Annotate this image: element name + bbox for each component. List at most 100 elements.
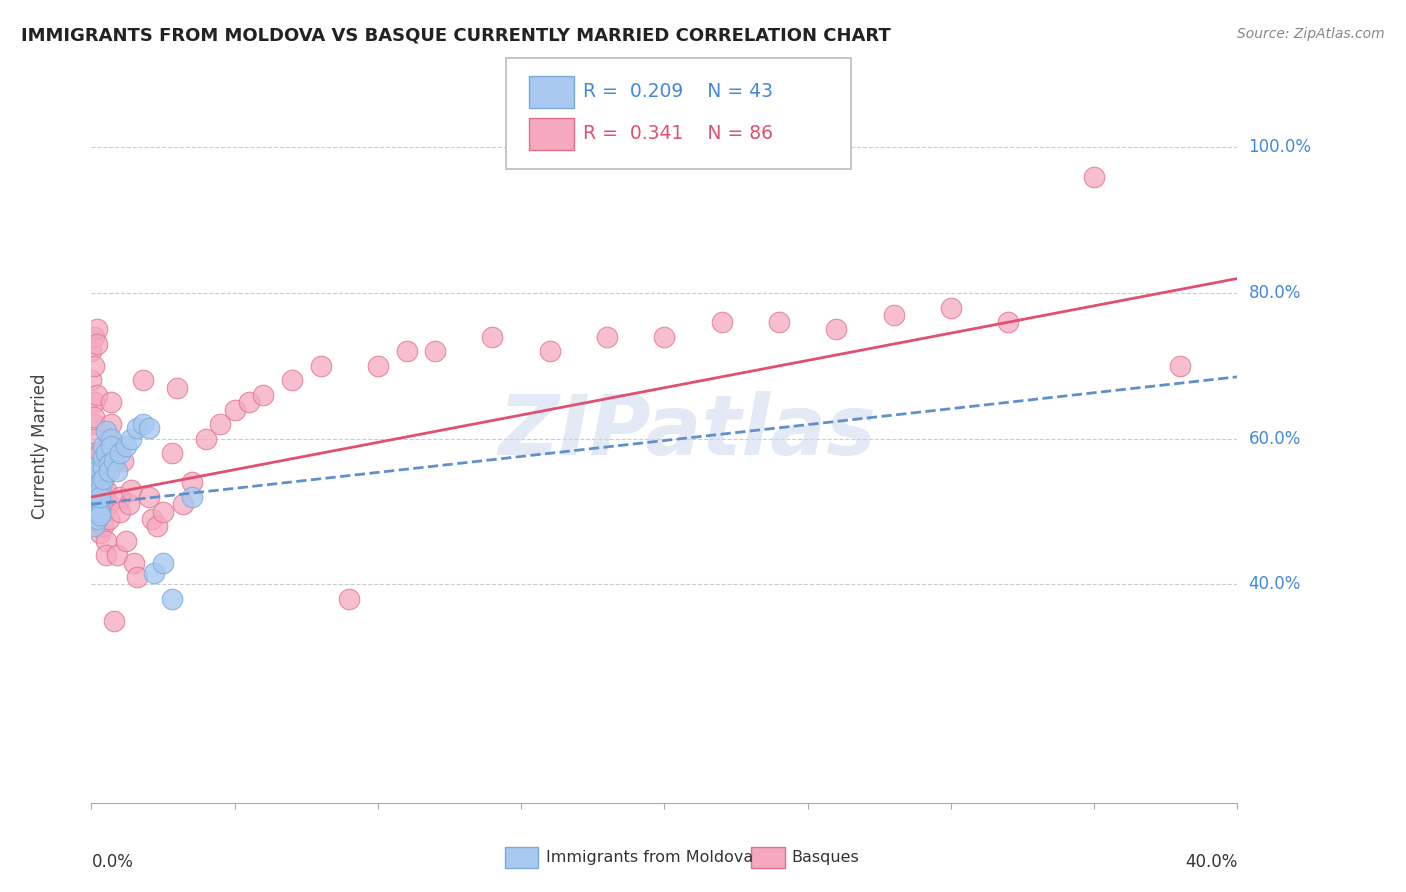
Point — [160, 446, 183, 460]
Point — [89, 490, 111, 504]
Point — [94, 548, 117, 562]
Point — [103, 446, 125, 460]
Point — [83, 490, 105, 504]
Point — [97, 497, 120, 511]
Point — [103, 614, 125, 628]
Point — [224, 402, 246, 417]
Point — [86, 465, 108, 479]
Point — [100, 439, 122, 453]
Point — [86, 512, 108, 526]
Point — [91, 475, 114, 490]
Point — [100, 395, 122, 409]
Point — [127, 421, 149, 435]
Point — [124, 556, 146, 570]
Point — [825, 322, 848, 336]
Point — [89, 508, 111, 523]
Point — [86, 475, 108, 490]
Point — [83, 468, 105, 483]
Point — [86, 483, 108, 497]
Point — [105, 548, 128, 562]
Point — [367, 359, 389, 373]
Point — [80, 374, 103, 388]
Point — [89, 483, 111, 497]
Point — [143, 566, 166, 581]
Point — [83, 504, 105, 518]
Point — [83, 446, 105, 460]
Point — [94, 483, 117, 497]
Point — [596, 330, 619, 344]
Point — [94, 425, 117, 439]
Point — [86, 337, 108, 351]
Text: 100.0%: 100.0% — [1249, 138, 1312, 156]
Point — [166, 381, 188, 395]
Point — [337, 591, 360, 606]
Point — [97, 465, 120, 479]
Point — [91, 504, 114, 518]
Point — [105, 465, 128, 479]
Point — [86, 472, 108, 486]
Point — [97, 512, 120, 526]
Point — [395, 344, 418, 359]
Point — [160, 591, 183, 606]
Point — [89, 475, 111, 490]
Point — [423, 344, 446, 359]
Point — [132, 417, 155, 432]
Point — [538, 344, 561, 359]
Point — [91, 460, 114, 475]
Point — [1083, 169, 1105, 184]
Point — [127, 570, 149, 584]
Point — [141, 512, 163, 526]
Point — [83, 468, 105, 483]
Point — [94, 533, 117, 548]
Text: 80.0%: 80.0% — [1249, 284, 1301, 302]
Point — [180, 475, 202, 490]
Text: 0.0%: 0.0% — [91, 853, 134, 871]
Point — [91, 519, 114, 533]
Point — [86, 486, 108, 500]
Point — [94, 453, 117, 467]
Point — [89, 446, 111, 460]
Point — [83, 330, 105, 344]
Point — [152, 504, 174, 518]
Point — [91, 490, 114, 504]
Point — [1168, 359, 1191, 373]
Point — [710, 315, 733, 329]
Point — [86, 512, 108, 526]
Point — [83, 409, 105, 424]
Point — [83, 395, 105, 409]
Text: 60.0%: 60.0% — [1249, 430, 1301, 448]
Point — [86, 479, 108, 493]
Point — [86, 497, 108, 511]
Point — [91, 450, 114, 464]
Point — [86, 497, 108, 511]
Text: R =  0.341    N = 86: R = 0.341 N = 86 — [583, 124, 773, 144]
Text: 40.0%: 40.0% — [1249, 575, 1301, 593]
Point — [100, 417, 122, 432]
Point — [108, 490, 131, 504]
Point — [103, 453, 125, 467]
Text: ZIPatlas: ZIPatlas — [498, 392, 876, 472]
Point — [114, 533, 136, 548]
Point — [100, 432, 122, 446]
Point — [91, 439, 114, 453]
Point — [180, 490, 202, 504]
Point — [121, 483, 143, 497]
Point — [194, 432, 217, 446]
Point — [89, 504, 111, 518]
Point — [83, 490, 105, 504]
Point — [80, 497, 103, 511]
Point — [83, 475, 105, 490]
Point — [768, 315, 790, 329]
Point — [132, 374, 155, 388]
Point — [89, 490, 111, 504]
Point — [114, 439, 136, 453]
Point — [86, 504, 108, 518]
Point — [108, 504, 131, 518]
Text: Source: ZipAtlas.com: Source: ZipAtlas.com — [1237, 27, 1385, 41]
Point — [86, 322, 108, 336]
Text: Basques: Basques — [792, 850, 859, 864]
Point — [91, 460, 114, 475]
Point — [83, 519, 105, 533]
Point — [94, 446, 117, 460]
Point — [309, 359, 332, 373]
